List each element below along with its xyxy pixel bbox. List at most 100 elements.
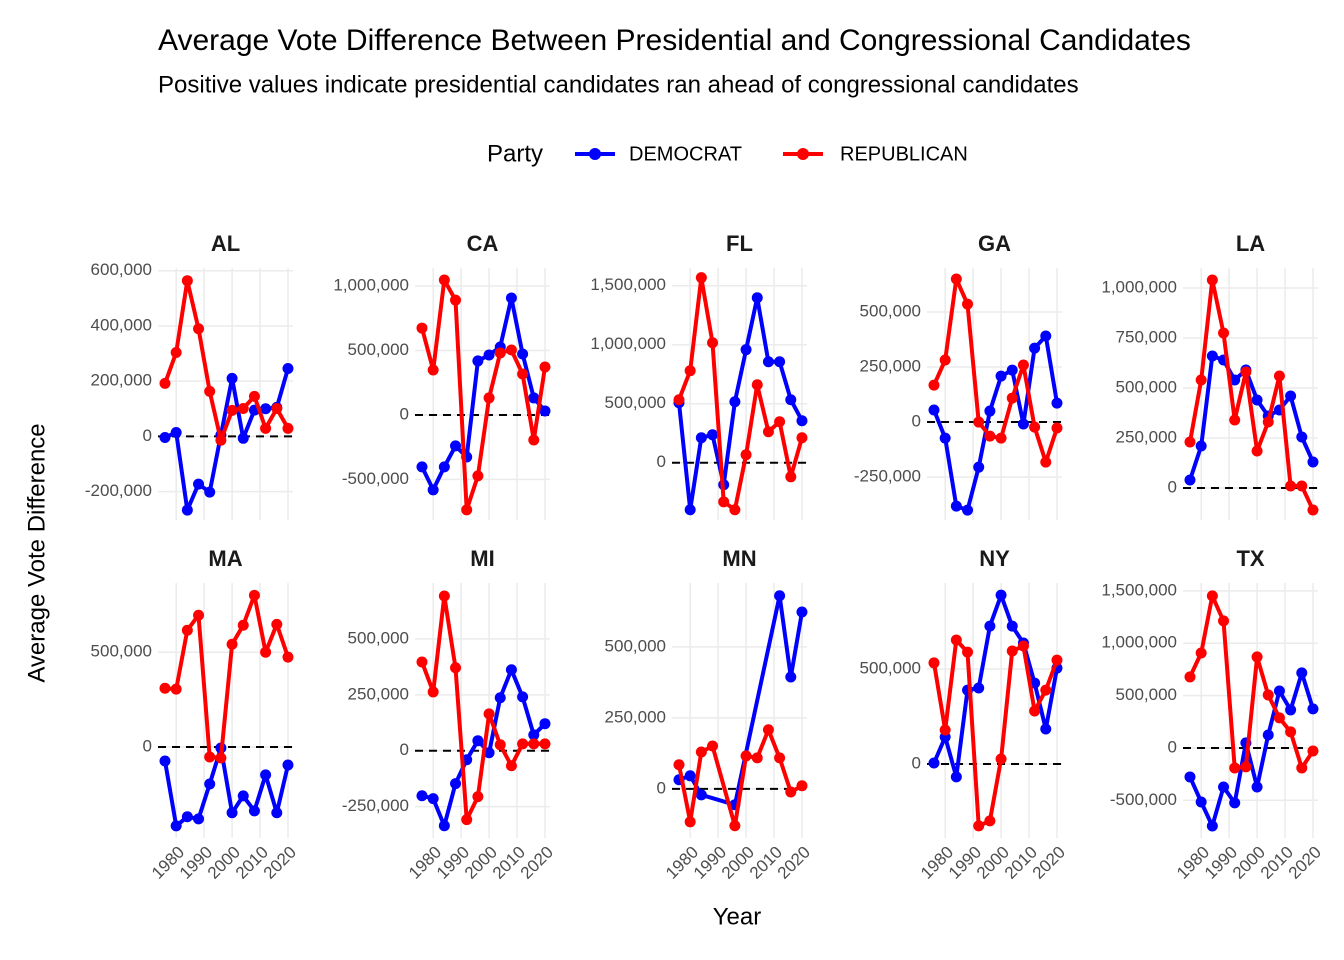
data-point (193, 813, 205, 825)
data-point (950, 634, 962, 646)
data-point (438, 820, 450, 832)
data-point (1195, 647, 1207, 659)
data-point (1040, 330, 1052, 342)
data-point (517, 691, 529, 703)
data-point (973, 682, 985, 694)
y-tick-label: 750,000 (1116, 327, 1177, 346)
data-point (438, 461, 450, 473)
data-point (427, 364, 439, 376)
data-point (1218, 327, 1230, 339)
y-tick-label: 500,000 (605, 393, 666, 412)
data-point (928, 757, 940, 769)
y-tick-label: 0 (657, 452, 666, 471)
series-line (677, 295, 804, 512)
data-point (785, 671, 797, 683)
data-point (1218, 615, 1230, 627)
data-point (1195, 796, 1207, 808)
data-point (204, 385, 216, 397)
data-point (751, 752, 763, 764)
y-tick-label: 500,000 (1116, 377, 1177, 396)
data-point (483, 392, 495, 404)
y-tick-label: 250,000 (348, 684, 409, 703)
data-point (984, 620, 996, 632)
panel-title: FL (726, 231, 753, 256)
data-point (271, 402, 283, 414)
data-point (282, 422, 294, 434)
data-point (170, 427, 182, 439)
y-tick-label: 1,500,000 (590, 275, 666, 294)
data-point (505, 760, 517, 772)
data-point (1251, 394, 1263, 406)
data-point (159, 682, 171, 694)
y-axis-label: Average Vote Difference (23, 423, 50, 682)
data-point (494, 692, 506, 704)
data-point (740, 449, 752, 461)
data-point (1296, 431, 1308, 443)
data-point (1307, 703, 1319, 715)
data-point (248, 805, 260, 817)
data-point (1029, 342, 1041, 354)
data-point (939, 354, 951, 366)
y-tick-label: 0 (143, 736, 152, 755)
data-point (181, 275, 193, 287)
data-point (226, 638, 238, 650)
data-point (1240, 366, 1252, 378)
series-line (420, 278, 547, 512)
data-point (751, 292, 763, 304)
data-point (260, 769, 272, 781)
data-point (707, 337, 719, 349)
data-point (427, 484, 439, 496)
data-point (170, 820, 182, 832)
series-line (932, 277, 1059, 465)
data-point (774, 416, 786, 428)
data-point (204, 486, 216, 498)
data-point (740, 344, 752, 356)
y-tick-label: -200,000 (85, 481, 152, 500)
data-point (282, 362, 294, 374)
data-point (517, 348, 529, 360)
x-tick-label: 2020 (517, 843, 557, 883)
data-point (159, 377, 171, 389)
data-point (751, 379, 763, 391)
series-line (164, 367, 290, 513)
data-point (193, 323, 205, 335)
panel-title: MA (208, 546, 242, 571)
data-point (539, 405, 551, 417)
data-point (995, 753, 1007, 765)
data-point (226, 372, 238, 384)
data-point (1040, 684, 1052, 696)
data-point (248, 589, 260, 601)
y-tick-label: 500,000 (860, 302, 921, 321)
data-point (796, 432, 808, 444)
data-point (928, 379, 940, 391)
y-tick-label: -250,000 (342, 796, 409, 815)
data-point (494, 347, 506, 359)
data-point (528, 729, 540, 741)
data-point (1006, 620, 1018, 632)
data-point (973, 416, 985, 428)
data-point (729, 504, 741, 516)
data-point (995, 370, 1007, 382)
data-point (796, 415, 808, 427)
data-point (707, 740, 719, 752)
data-point (1006, 364, 1018, 376)
series-line (932, 638, 1059, 828)
data-point (483, 349, 495, 361)
data-point (1262, 416, 1274, 428)
data-point (505, 664, 517, 676)
series-line (1188, 354, 1315, 481)
data-point (1296, 667, 1308, 679)
data-point (973, 461, 985, 473)
data-point (450, 294, 462, 306)
data-point (684, 365, 696, 377)
data-point (950, 500, 962, 512)
data-point (1051, 654, 1063, 666)
data-point (1251, 781, 1263, 793)
data-point (729, 820, 741, 832)
y-tick-label: -500,000 (1110, 790, 1177, 809)
data-point (962, 646, 974, 658)
data-point (416, 461, 428, 473)
data-point (1051, 397, 1063, 409)
data-point (260, 403, 272, 415)
data-point (762, 356, 774, 368)
